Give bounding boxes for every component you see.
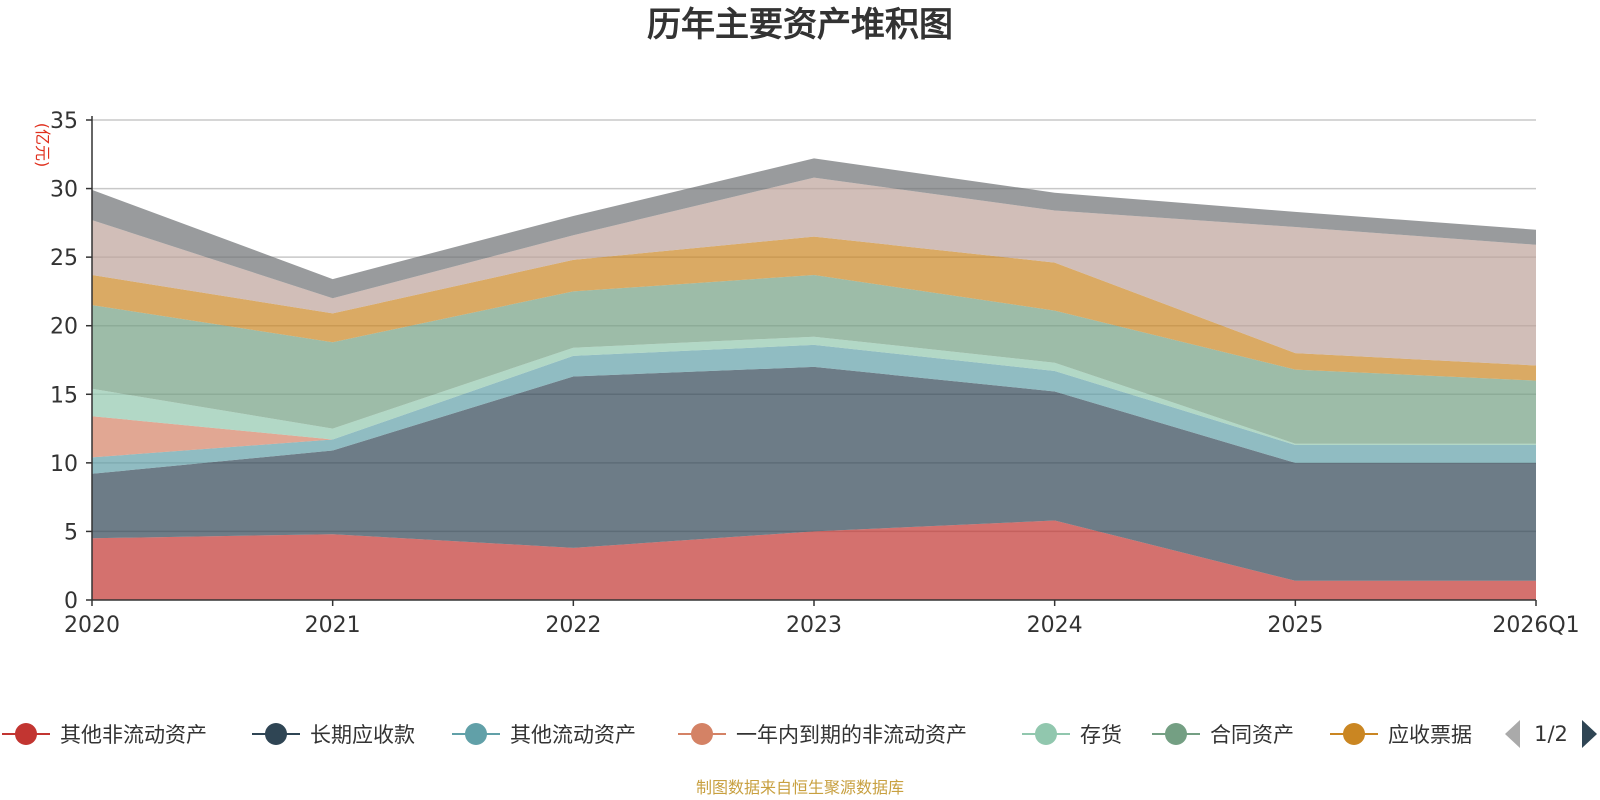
source-note: 制图数据来自恒生聚源数据库 — [696, 778, 904, 797]
x-tick-label: 2022 — [545, 613, 601, 638]
legend-item[interactable]: 存货 — [1022, 723, 1122, 747]
legend-label: 其他流动资产 — [510, 723, 636, 747]
legend-pager: 1/2 — [1505, 720, 1597, 748]
y-tick-label: 10 — [50, 452, 78, 477]
legend-label: 一年内到期的非流动资产 — [736, 723, 967, 747]
legend-marker-icon — [1035, 723, 1057, 745]
x-tick-label: 2026Q1 — [1492, 613, 1579, 638]
area-series-7 — [92, 236, 1536, 381]
legend-label: 合同资产 — [1210, 723, 1294, 747]
y-tick-label: 20 — [50, 315, 78, 340]
y-tick-label: 25 — [50, 246, 78, 271]
area-series-2 — [92, 366, 1536, 581]
y-tick-label: 15 — [50, 383, 78, 408]
legend-marker-icon — [265, 723, 287, 745]
x-tick-label: 2023 — [786, 613, 842, 638]
area-series-6 — [92, 275, 1536, 444]
triangle-left-icon[interactable] — [1505, 720, 1520, 748]
legend-label: 应收票据 — [1388, 723, 1472, 747]
legend-item[interactable]: 其他非流动资产 — [2, 723, 207, 747]
legend-item[interactable]: 长期应收款 — [252, 723, 415, 747]
area-series-8 — [92, 177, 1536, 366]
legend-marker-icon — [1165, 723, 1187, 745]
area-series-9 — [92, 158, 1536, 299]
legend-marker-icon — [465, 723, 487, 745]
area-series-4 — [92, 344, 1536, 458]
legend-marker-icon — [691, 723, 713, 745]
legend-item[interactable]: 其他流动资产 — [452, 723, 636, 747]
x-tick-label: 2021 — [305, 613, 361, 638]
legend[interactable]: 其他非流动资产 长期应收款 其他流动资产 一年内到期的非流动资产 存货 合同资产 应收票据 — [2, 723, 1472, 747]
x-tick-label: 2024 — [1027, 613, 1083, 638]
triangle-right-icon[interactable] — [1582, 720, 1597, 748]
legend-item[interactable]: 合同资产 — [1152, 723, 1294, 747]
area-series-1 — [92, 520, 1536, 600]
legend-marker-icon — [15, 723, 37, 745]
y-tick-label: 30 — [50, 178, 78, 203]
legend-label: 长期应收款 — [310, 723, 415, 747]
area-series-layer — [92, 158, 1536, 600]
legend-page-indicator: 1/2 — [1534, 722, 1568, 746]
legend-item[interactable]: 应收票据 — [1330, 723, 1472, 747]
legend-marker-icon — [1343, 723, 1365, 745]
y-tick-label: 35 — [50, 109, 78, 134]
y-axis-unit-label: (亿元) — [33, 123, 52, 168]
y-tick-label: 0 — [64, 589, 78, 614]
chart-title: 历年主要资产堆积图 — [647, 5, 953, 45]
legend-label: 存货 — [1080, 723, 1122, 747]
y-tick-label: 5 — [64, 520, 78, 545]
x-tick-label: 2025 — [1267, 613, 1323, 638]
legend-label: 其他非流动资产 — [60, 723, 207, 747]
x-tick-label: 2020 — [64, 613, 120, 638]
legend-item[interactable]: 一年内到期的非流动资产 — [678, 723, 967, 747]
area-series-3 — [92, 344, 1536, 474]
